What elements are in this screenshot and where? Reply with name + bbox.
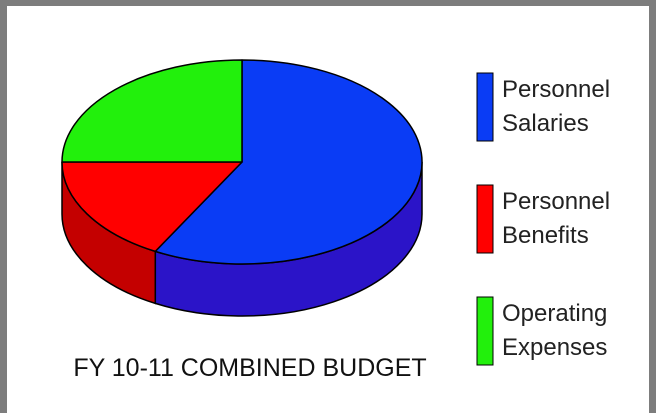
legend-label-personnel-benefits-line-2: Benefits [502, 222, 589, 249]
pie-slice-operating-expenses [61, 59, 243, 163]
legend-swatch-personnel-benefits [476, 184, 494, 254]
pie-top-group [61, 59, 423, 265]
pie-slice-personnel-benefits [61, 161, 243, 253]
legend-swatch-operating-expenses [476, 296, 494, 366]
legend-swatch-personnel-salaries [476, 72, 494, 142]
chart-title: FY 10-11 COMBINED BUDGET [73, 354, 426, 382]
legend-label-operating-expenses-line-2: Expenses [502, 334, 607, 361]
pie-slice-personnel-salaries [154, 59, 423, 265]
legend-label-personnel-salaries-line-1: Personnel [502, 76, 610, 103]
legend-label-personnel-salaries-line-2: Salaries [502, 110, 589, 137]
legend: Personnel Salaries Personnel Benefits Operat… [476, 72, 610, 366]
legend-label-operating-expenses-line-1: Operating [502, 300, 607, 327]
legend-label-personnel-benefits-line-1: Personnel [502, 188, 610, 215]
